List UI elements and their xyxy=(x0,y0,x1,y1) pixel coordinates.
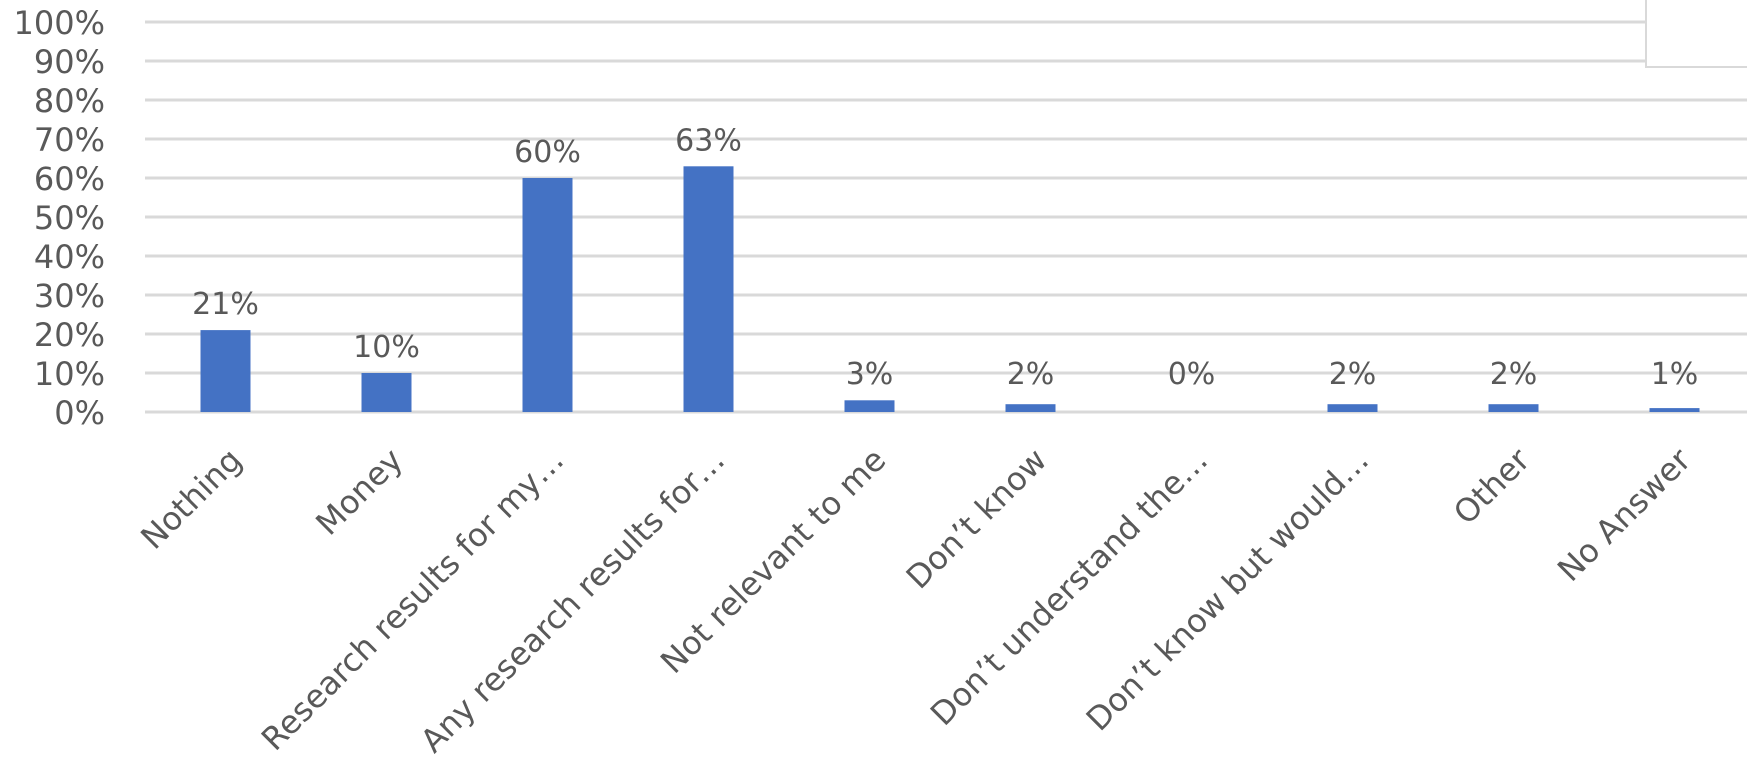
category-label: Nothing xyxy=(133,441,249,557)
bar xyxy=(1488,404,1539,412)
legend-box xyxy=(1645,0,1747,68)
bar xyxy=(522,178,573,412)
y-tick-label: 20% xyxy=(34,316,105,354)
bar xyxy=(1649,408,1700,412)
y-tick-label: 80% xyxy=(34,82,105,120)
data-label: 63% xyxy=(675,123,742,158)
y-tick-label: 30% xyxy=(34,277,105,315)
category-label: Don’t understand the… xyxy=(923,441,1215,733)
data-label: 1% xyxy=(1651,357,1699,392)
data-label: 2% xyxy=(1329,357,1377,392)
data-label: 21% xyxy=(192,287,259,322)
y-tick-label: 100% xyxy=(14,4,105,42)
bar xyxy=(844,400,895,412)
data-label: 10% xyxy=(353,330,420,365)
category-label: Any research results for… xyxy=(413,441,732,760)
y-tick-label: 40% xyxy=(34,238,105,276)
data-label: 2% xyxy=(1007,357,1055,392)
y-axis-ticks: 0%10%20%30%40%50%60%70%80%90%100% xyxy=(14,4,105,432)
category-label: Money xyxy=(308,441,410,543)
category-label: Don’t know xyxy=(899,441,1055,597)
y-tick-label: 10% xyxy=(34,355,105,393)
bar xyxy=(1327,404,1378,412)
y-tick-label: 0% xyxy=(54,394,105,432)
data-label: 60% xyxy=(514,135,581,170)
y-tick-label: 50% xyxy=(34,199,105,237)
y-tick-label: 60% xyxy=(34,160,105,198)
gridlines xyxy=(145,20,1747,414)
category-label: No Answer xyxy=(1550,440,1699,589)
data-labels: 21% 10% 60% 63% 3% 2% 0% 2% 2% 1% xyxy=(192,123,1698,392)
category-label: Don’t know but would… xyxy=(1079,441,1376,738)
bar xyxy=(1005,404,1056,412)
data-label: 0% xyxy=(1168,357,1216,392)
y-tick-label: 90% xyxy=(34,43,105,81)
data-label: 2% xyxy=(1490,357,1538,392)
bar xyxy=(683,166,734,412)
bars xyxy=(200,166,1700,412)
category-label: Research results for my… xyxy=(254,441,571,758)
y-tick-label: 70% xyxy=(34,121,105,159)
category-label: Other xyxy=(1446,440,1538,532)
bar xyxy=(200,330,251,412)
data-label: 3% xyxy=(846,357,894,392)
bar xyxy=(361,373,412,412)
